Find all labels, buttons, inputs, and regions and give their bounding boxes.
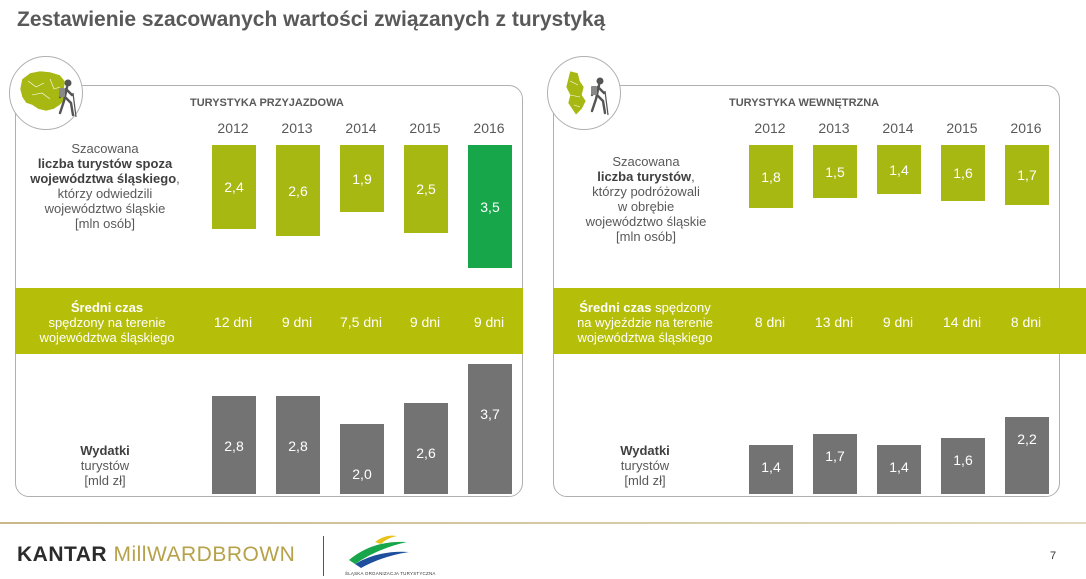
bar-value-label: 2,6 bbox=[288, 183, 308, 199]
silesia-swoosh-icon bbox=[349, 535, 409, 568]
domestic-duration-band bbox=[553, 288, 1086, 354]
footer-divider-line bbox=[0, 522, 1086, 524]
domestic-tourists-bar: 1,6 bbox=[941, 145, 985, 201]
year-label: 2016 bbox=[473, 120, 505, 136]
domestic-expense-bar: 1,4 bbox=[877, 445, 921, 494]
bar-value-label: 2,5 bbox=[416, 181, 436, 197]
year-label: 2013 bbox=[281, 120, 313, 136]
silesia-map-hiker-icon bbox=[547, 56, 621, 130]
inbound-expense-bar: 3,7 bbox=[468, 364, 512, 494]
bar-value-label: 2,4 bbox=[224, 179, 244, 195]
domestic-tourists-bar: 1,4 bbox=[877, 145, 921, 194]
inbound-tourists-bar: 2,4 bbox=[212, 145, 256, 229]
silesian-tourist-organization-logo: ŚLĄSKA ORGANIZACJA TURYSTYCZNA bbox=[345, 534, 435, 578]
domestic-expense-bar: 1,6 bbox=[941, 438, 985, 494]
duration-value: 8 dni bbox=[1010, 314, 1042, 330]
domestic-duration-label: Średni czas spędzony na wyjeździe na ter… bbox=[577, 300, 713, 345]
inbound-duration-band bbox=[15, 288, 523, 354]
duration-value: 9 dni bbox=[281, 314, 313, 330]
inbound-expense-bar: 2,8 bbox=[276, 396, 320, 494]
domestic-expense-bar: 2,2 bbox=[1005, 417, 1049, 494]
inbound-count-description: Szacowana liczba turystów spoza wojewódz… bbox=[30, 141, 180, 231]
bar-value-label: 1,4 bbox=[889, 162, 909, 178]
duration-value: 9 dni bbox=[882, 314, 914, 330]
inbound-tourists-bar: 3,5 bbox=[468, 145, 512, 268]
year-label: 2012 bbox=[217, 120, 249, 136]
bar-value-label: 1,4 bbox=[761, 459, 781, 475]
duration-value: 9 dni bbox=[409, 314, 441, 330]
poland-map-hiker-icon bbox=[9, 56, 83, 130]
domestic-expense-bar: 1,4 bbox=[749, 445, 793, 494]
bar-value-label: 3,5 bbox=[480, 199, 500, 215]
bar-value-label: 1,6 bbox=[953, 452, 973, 468]
bar-value-label: 2,8 bbox=[288, 438, 308, 454]
page-title: Zestawienie szacowanych wartości związan… bbox=[17, 8, 606, 31]
domestic-tourists-bar: 1,5 bbox=[813, 145, 857, 198]
bar-value-label: 2,0 bbox=[352, 466, 372, 482]
bar-value-label: 1,5 bbox=[825, 164, 845, 180]
section-title-domestic: TURYSTYKA WEWNĘTRZNA bbox=[729, 97, 880, 109]
inbound-tourists-bar: 1,9 bbox=[340, 145, 384, 212]
domestic-count-description: Szacowana liczba turystów, którzy podróż… bbox=[585, 154, 707, 244]
bar-value-label: 2,8 bbox=[224, 438, 244, 454]
year-label: 2015 bbox=[409, 120, 441, 136]
year-label: 2014 bbox=[882, 120, 914, 136]
bar-value-label: 1,4 bbox=[889, 459, 909, 475]
kantar-millward-brown-logo: KANTAR MillWARDBROWN bbox=[17, 543, 296, 566]
bar-value-label: 1,8 bbox=[761, 169, 781, 185]
year-label: 2012 bbox=[754, 120, 786, 136]
bar-value-label: 1,6 bbox=[953, 165, 973, 181]
year-label: 2013 bbox=[818, 120, 850, 136]
inbound-expense-label: Wydatki turystów [mld zł] bbox=[80, 443, 130, 488]
inbound-duration-label: Średni czas spędzony na terenie wojewódz… bbox=[39, 300, 175, 345]
inbound-tourists-bar: 2,5 bbox=[404, 145, 448, 233]
bar-value-label: 2,2 bbox=[1017, 431, 1037, 447]
domestic-expense-bar: 1,7 bbox=[813, 434, 857, 494]
bar-value-label: 1,7 bbox=[1017, 167, 1037, 183]
bar-value-label: 3,7 bbox=[480, 406, 500, 422]
bar-value-label: 1,7 bbox=[825, 448, 845, 464]
inbound-expense-bar: 2,6 bbox=[404, 403, 448, 494]
year-label: 2014 bbox=[345, 120, 377, 136]
domestic-tourists-bar: 1,8 bbox=[749, 145, 793, 208]
duration-value: 7,5 dni bbox=[339, 314, 383, 330]
bar-value-label: 2,6 bbox=[416, 445, 436, 461]
bar-value-label: 1,9 bbox=[352, 171, 372, 187]
duration-value: 13 dni bbox=[814, 314, 854, 330]
duration-value: 8 dni bbox=[754, 314, 786, 330]
inbound-tourists-bar: 2,6 bbox=[276, 145, 320, 236]
inbound-expense-bar: 2,8 bbox=[212, 396, 256, 494]
year-label: 2015 bbox=[946, 120, 978, 136]
section-title-inbound: TURYSTYKA PRZYJAZDOWA bbox=[190, 97, 344, 109]
domestic-tourists-bar: 1,7 bbox=[1005, 145, 1049, 205]
domestic-expense-label: Wydatki turystów [mld zł] bbox=[620, 443, 670, 488]
page-number: 7 bbox=[1050, 550, 1057, 562]
duration-value: 9 dni bbox=[473, 314, 505, 330]
inbound-expense-bar: 2,0 bbox=[340, 424, 384, 494]
year-label: 2016 bbox=[1010, 120, 1042, 136]
footer-vertical-divider bbox=[323, 536, 324, 576]
duration-value: 12 dni bbox=[213, 314, 253, 330]
duration-value: 14 dni bbox=[942, 314, 982, 330]
